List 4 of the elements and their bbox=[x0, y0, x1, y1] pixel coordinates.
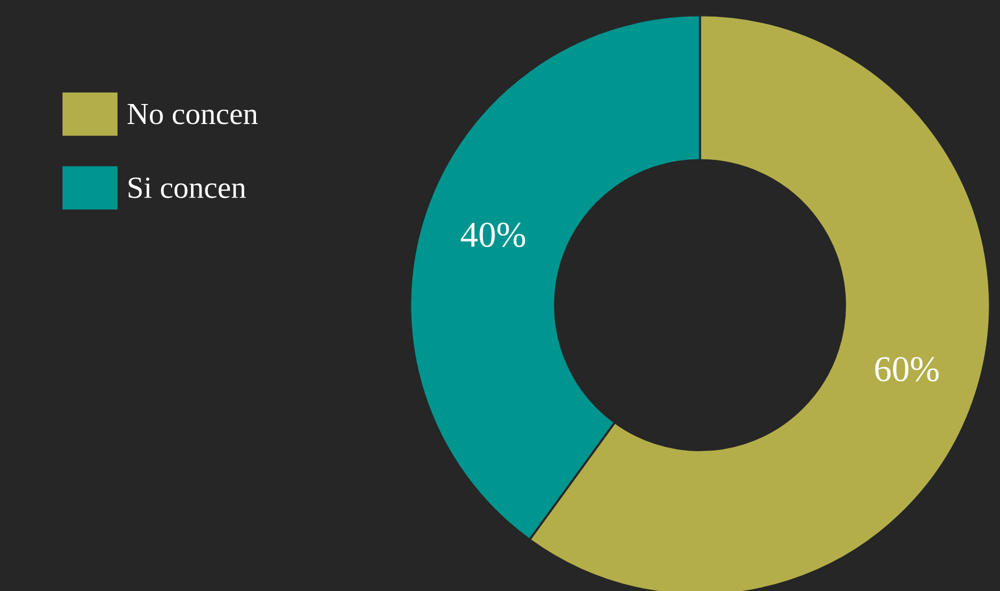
legend-label: Si concen bbox=[128, 178, 246, 198]
data-label: 60% bbox=[875, 356, 939, 382]
legend-label: No concen bbox=[128, 104, 258, 124]
data-label: 40% bbox=[460, 222, 526, 248]
